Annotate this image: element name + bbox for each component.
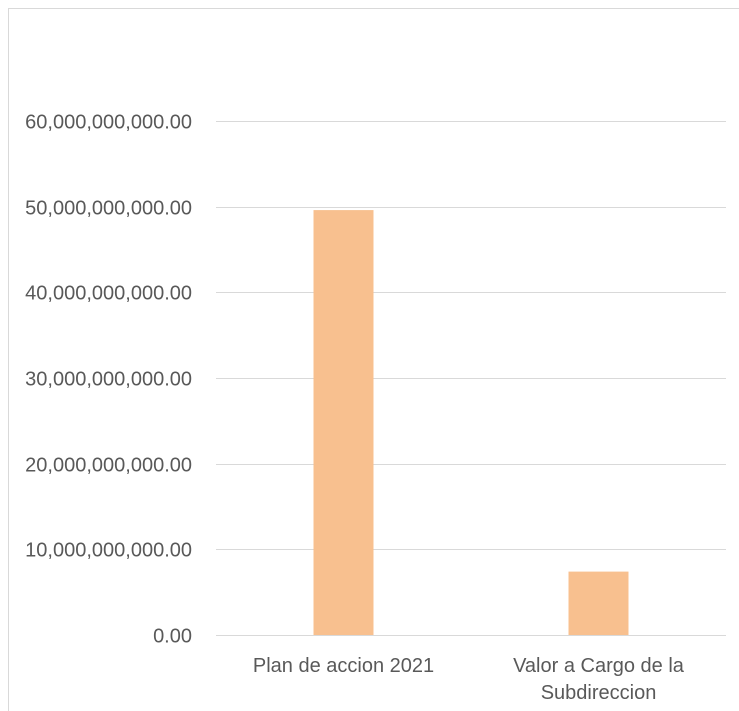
y-tick-label: 20,000,000,000.00 (25, 455, 192, 477)
x-axis-category-labels: Plan de accion 2021 Valor a Cargo de la Su… (253, 655, 685, 704)
y-axis-tick-labels: 0.00 10,000,000,000.00 20,000,000,000.00 30… (25, 112, 192, 648)
y-tick-label: 60,000,000,000.00 (25, 112, 192, 134)
bar (313, 210, 374, 636)
y-tick-label: 30,000,000,000.00 (25, 369, 192, 391)
bar (568, 571, 629, 635)
x-category-label: Plan de accion 2021 (253, 655, 434, 677)
gridlines (216, 121, 726, 636)
y-tick-label: 40,000,000,000.00 (25, 283, 192, 305)
y-tick-label: 0.00 (153, 626, 192, 648)
y-tick-label: 50,000,000,000.00 (25, 198, 192, 220)
y-tick-label: 10,000,000,000.00 (25, 540, 192, 562)
x-category-label: Valor a Cargo de la Subdireccion (513, 655, 685, 704)
bars (313, 210, 629, 636)
